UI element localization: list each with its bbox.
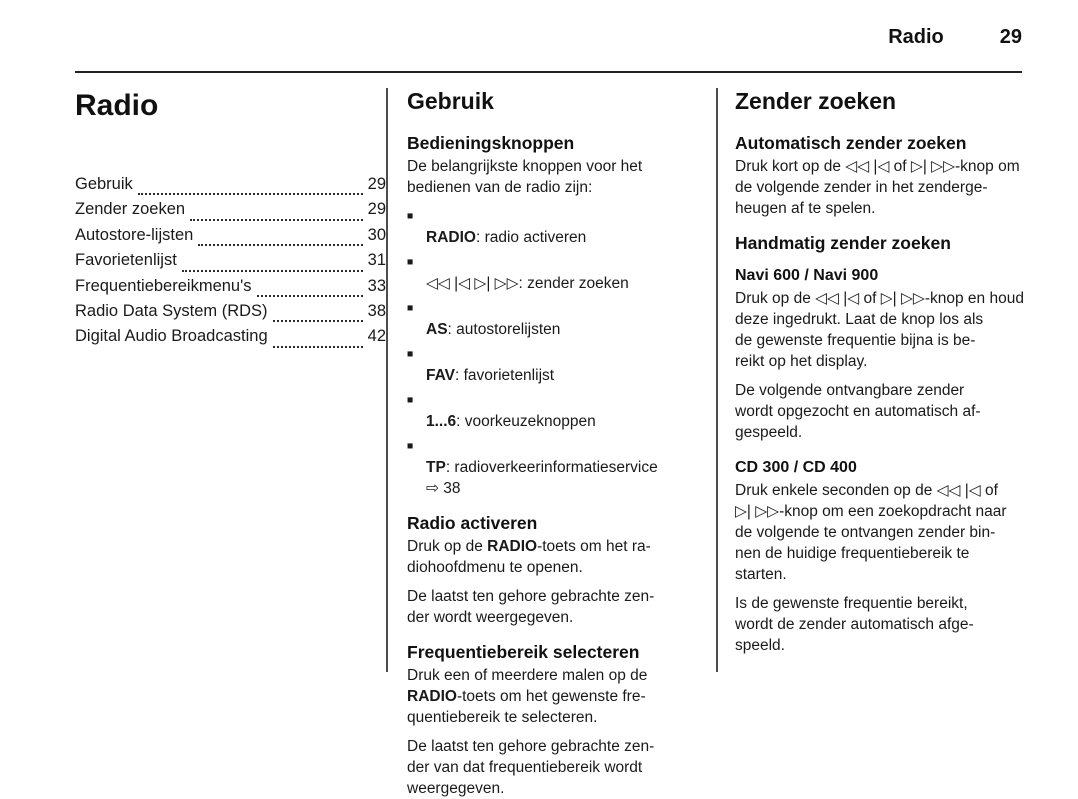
toc-item-label: Favorietenlijst bbox=[75, 251, 177, 270]
heading-cd-300-400: CD 300 / CD 400 bbox=[735, 459, 857, 476]
toc-item[interactable]: Favorietenlijst 31 bbox=[75, 251, 386, 276]
list-item: ■ FAV: favorietenlijst bbox=[407, 344, 716, 386]
column-divider bbox=[716, 88, 718, 672]
bullet-square-icon: ■ bbox=[407, 256, 414, 268]
text-run: Druk een of meerdere malen op de bbox=[407, 667, 648, 684]
heading-navi-600-900: Navi 600 / Navi 900 bbox=[735, 267, 879, 284]
paragraph: Druk kort op de ◁◁ |◁ of ▷| ▷▷-knop om d… bbox=[735, 158, 1020, 217]
bullet-square-icon: ■ bbox=[407, 302, 414, 314]
header-rule bbox=[75, 71, 1022, 73]
toc-item-label: Gebruik bbox=[75, 175, 133, 193]
chapter-title: Radio bbox=[75, 89, 159, 122]
paragraph: Druk op de ◁◁ |◁ of ▷| ▷▷-knop en houd d… bbox=[735, 290, 1024, 370]
page-columns: Radio Gebruik 29 Zender zoeken 29 Autost… bbox=[75, 88, 1032, 797]
toc-item[interactable]: Autostore-lijsten 30 bbox=[75, 226, 386, 251]
toc-leader-dots bbox=[272, 320, 363, 323]
toc-item-page: 30 bbox=[367, 225, 386, 244]
seek-buttons-icons: ◁◁ |◁ ▷| ▷▷ bbox=[426, 275, 519, 292]
toc-item-page: 31 bbox=[367, 251, 386, 270]
heading-bedieningsknoppen: Bedieningsknoppen bbox=[407, 133, 575, 153]
paragraph: De laatst ten gehore gebrachte zen- der … bbox=[407, 588, 655, 626]
section-title-zender-zoeken: Zender zoeken bbox=[735, 88, 897, 114]
paragraph: Druk een of meerdere malen op de RADIO-t… bbox=[407, 665, 716, 728]
toc-leader-dots bbox=[272, 345, 363, 348]
toc-item[interactable]: Digital Audio Broadcasting 42 bbox=[75, 327, 386, 352]
header-page-number: 29 bbox=[999, 26, 1022, 48]
heading-frequentiebereik-selecteren: Frequentiebereik selecteren bbox=[407, 642, 640, 662]
toc-leader-dots bbox=[181, 269, 363, 272]
text-run: -toets om het ra- diohoofdmenu te openen… bbox=[407, 538, 651, 576]
column-gebruik: Gebruik Bedieningsknoppen De belangrijks… bbox=[388, 88, 716, 797]
toc-item-page: 42 bbox=[367, 327, 386, 346]
button-desc: : autostorelijsten bbox=[447, 321, 561, 338]
toc-leader-dots bbox=[190, 218, 363, 221]
toc-item-page: 29 bbox=[367, 175, 386, 193]
toc-item-label: Digital Audio Broadcasting bbox=[75, 327, 268, 346]
section-title-gebruik: Gebruik bbox=[407, 88, 494, 114]
heading-handmatig-zender-zoeken: Handmatig zender zoeken bbox=[735, 233, 951, 253]
column-zender-zoeken: Zender zoeken Automatisch zender zoeken … bbox=[718, 88, 1032, 672]
list-item: ■ 1...6: voorkeuzeknoppen bbox=[407, 390, 716, 432]
paragraph: Is de gewenste frequentie bereikt, wordt… bbox=[735, 595, 974, 654]
toc-item[interactable]: Frequentiebereikmenu's 33 bbox=[75, 277, 386, 302]
paragraph: Druk enkele seconden op de ◁◁ |◁ of ▷| ▷… bbox=[735, 482, 1007, 583]
bullet-square-icon: ■ bbox=[407, 210, 414, 222]
toc-item-label: Radio Data System (RDS) bbox=[75, 301, 268, 320]
button-desc: : radioverkeerinformatieservice ⇨ 38 bbox=[426, 459, 658, 497]
page-header: Radio 29 bbox=[888, 26, 1022, 49]
toc-leader-dots bbox=[256, 294, 363, 297]
toc-item-label: Zender zoeken bbox=[75, 200, 186, 219]
button-key: 1...6 bbox=[426, 413, 457, 430]
button-key: AS bbox=[426, 321, 448, 338]
column-divider bbox=[386, 88, 388, 672]
toc-item-label: Frequentiebereikmenu's bbox=[75, 276, 252, 295]
column-toc: Radio Gebruik 29 Zender zoeken 29 Autost… bbox=[75, 88, 386, 672]
toc-item[interactable]: Radio Data System (RDS) 38 bbox=[75, 302, 386, 327]
list-item: ■ ◁◁ |◁ ▷| ▷▷: zender zoeken bbox=[407, 252, 716, 294]
toc-item-page: 29 bbox=[367, 200, 386, 219]
toc-item-page: 38 bbox=[367, 301, 386, 320]
bullet-square-icon: ■ bbox=[407, 440, 414, 452]
heading-automatisch-zender-zoeken: Automatisch zender zoeken bbox=[735, 133, 967, 153]
button-key: TP bbox=[426, 459, 446, 476]
toc-item[interactable]: Zender zoeken 29 bbox=[75, 200, 386, 225]
paragraph: Druk op de RADIO-toets om het ra- diohoo… bbox=[407, 536, 716, 578]
paragraph-intro: De belangrijkste knoppen voor het bedien… bbox=[407, 158, 643, 196]
button-desc: : favorietenlijst bbox=[455, 367, 555, 384]
header-section-label: Radio bbox=[888, 26, 944, 48]
toc-leader-dots bbox=[137, 193, 363, 196]
button-desc: : voorkeuzeknoppen bbox=[456, 413, 596, 430]
paragraph: De volgende ontvangbare zender wordt opg… bbox=[735, 382, 981, 441]
text-run: Druk op de bbox=[407, 538, 488, 555]
heading-radio-activeren: Radio activeren bbox=[407, 513, 538, 533]
toc-item-page: 33 bbox=[367, 276, 386, 295]
text-run-bold: RADIO bbox=[407, 688, 457, 705]
toc-item[interactable]: Gebruik 29 bbox=[75, 175, 386, 200]
button-list: ■ RADIO: radio activeren ■ ◁◁ |◁ ▷| ▷▷: ze… bbox=[407, 206, 716, 499]
bullet-square-icon: ■ bbox=[407, 348, 414, 360]
button-desc: : zender zoeken bbox=[518, 275, 629, 292]
list-item: ■ TP: radioverkeerinformatieservice ⇨ 38 bbox=[407, 436, 716, 499]
button-key: FAV bbox=[426, 367, 455, 384]
paragraph: De laatst ten gehore gebrachte zen- der … bbox=[407, 738, 655, 797]
toc-leader-dots bbox=[198, 244, 363, 247]
text-run-bold: RADIO bbox=[487, 538, 538, 555]
button-key: RADIO bbox=[426, 229, 476, 246]
bullet-square-icon: ■ bbox=[407, 394, 414, 406]
button-desc: : radio activeren bbox=[475, 229, 587, 246]
list-item: ■ RADIO: radio activeren bbox=[407, 206, 716, 248]
list-item: ■ AS: autostorelijsten bbox=[407, 298, 716, 340]
table-of-contents: Gebruik 29 Zender zoeken 29 Autostore-li… bbox=[75, 175, 386, 353]
toc-item-label: Autostore-lijsten bbox=[75, 225, 194, 244]
